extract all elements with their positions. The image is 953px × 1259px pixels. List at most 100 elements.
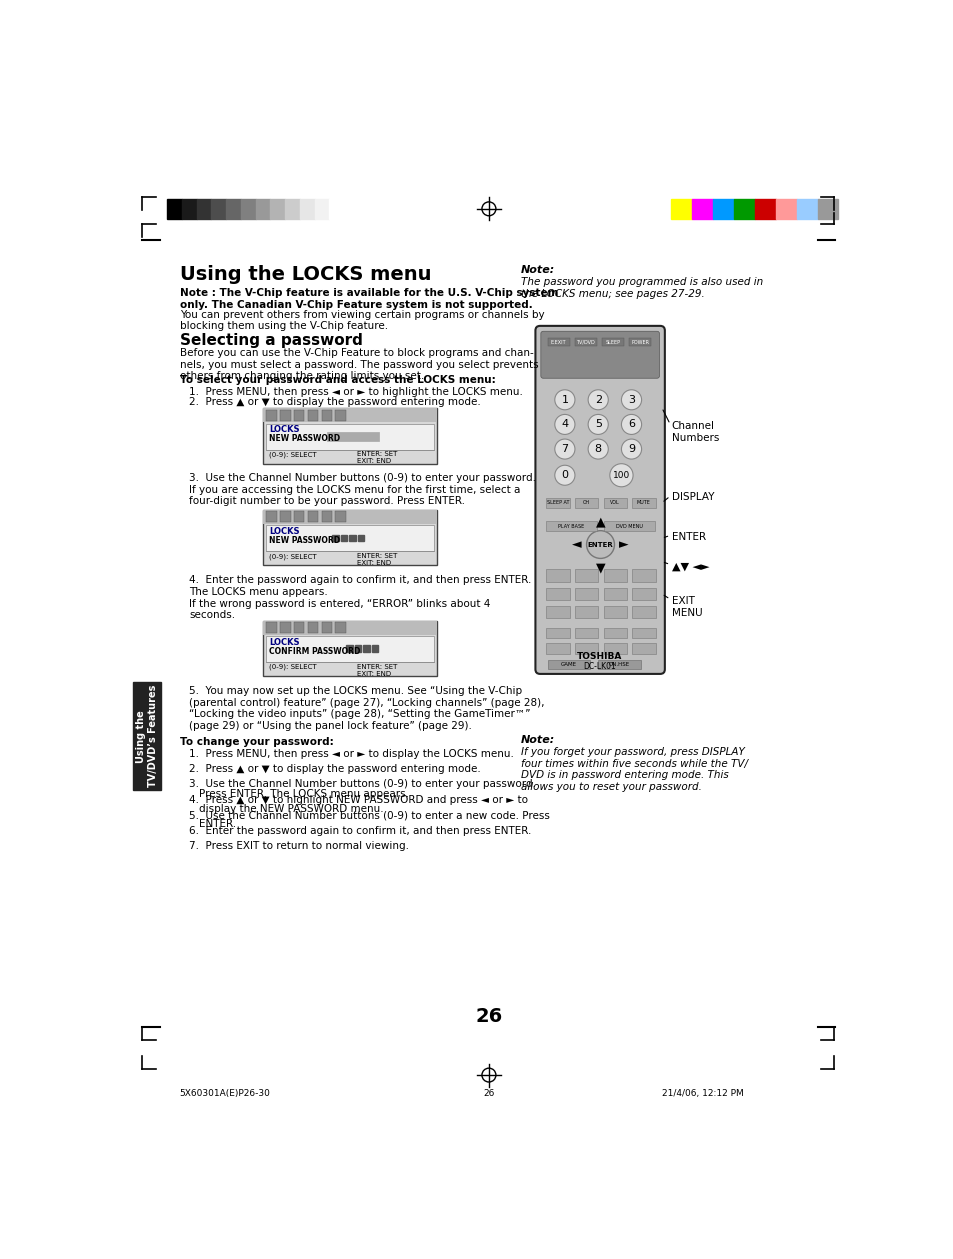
Bar (196, 199, 212, 219)
Text: You can prevent others from viewing certain programs or channels by
blocking the: You can prevent others from viewing cert… (179, 310, 544, 331)
Text: NEW PASSWORD: NEW PASSWORD (269, 434, 339, 443)
Text: Channel
Numbers: Channel Numbers (671, 422, 719, 443)
Text: 4.  Enter the password again to confirm it, and then press ENTER.
The LOCKS menu: 4. Enter the password again to confirm i… (189, 575, 531, 621)
Bar (575, 628, 598, 638)
Bar (546, 643, 569, 653)
Bar (775, 199, 796, 219)
Text: 4: 4 (560, 419, 568, 429)
Bar (603, 499, 626, 507)
Bar (285, 199, 299, 219)
Bar (632, 606, 655, 618)
Text: ENTER: SET
EXIT: END: ENTER: SET EXIT: END (356, 553, 397, 567)
Bar (167, 199, 182, 219)
Text: 2.  Press ▲ or ▼ to display the password entering mode.: 2. Press ▲ or ▼ to display the password … (189, 398, 480, 408)
Bar (349, 535, 355, 540)
Bar (598, 660, 640, 670)
Text: ON.HSE: ON.HSE (608, 662, 629, 667)
Text: ENTER: ENTER (587, 541, 613, 548)
Circle shape (555, 466, 575, 485)
Text: SLEEP: SLEEP (605, 340, 619, 345)
Text: Before you can use the V-Chip Feature to block programs and chan-
nels, you must: Before you can use the V-Chip Feature to… (179, 349, 537, 381)
Text: ENTER: SET
EXIT: END: ENTER: SET EXIT: END (356, 452, 397, 465)
Text: LOCKS: LOCKS (269, 526, 299, 536)
Bar (332, 535, 338, 540)
Circle shape (620, 390, 641, 409)
Bar (629, 339, 650, 346)
Bar (321, 409, 332, 421)
Text: 3.  Use the Channel Number buttons (0-9) to enter your password.
If you are acce: 3. Use the Channel Number buttons (0-9) … (189, 473, 536, 506)
Text: ▲: ▲ (595, 515, 605, 528)
Text: POWER: POWER (630, 340, 648, 345)
Text: 6.  Enter the password again to confirm it, and then press ENTER.: 6. Enter the password again to confirm i… (189, 826, 531, 836)
Circle shape (620, 414, 641, 434)
Bar (266, 409, 276, 421)
Text: Using the
TV/DVD’s Features: Using the TV/DVD’s Features (136, 685, 158, 787)
Text: GAME: GAME (560, 662, 577, 667)
Bar (670, 199, 691, 219)
Bar (262, 621, 436, 635)
Text: ENTER.: ENTER. (199, 820, 236, 830)
Bar (226, 199, 241, 219)
Text: 5: 5 (594, 419, 601, 429)
Text: 5.  Use the Channel Number buttons (0-9) to enter a new code. Press: 5. Use the Channel Number buttons (0-9) … (189, 811, 549, 820)
Text: ►: ► (618, 538, 628, 551)
Bar (546, 606, 569, 618)
Bar (733, 199, 754, 219)
Bar (340, 535, 347, 540)
Bar (335, 511, 346, 522)
Text: Note : The V-Chip feature is available for the U.S. V-Chip system
only. The Cana: Note : The V-Chip feature is available f… (179, 288, 558, 310)
Bar (307, 622, 318, 633)
Text: The password you programmed is also used in
the LOCKS menu; see pages 27-29.: The password you programmed is also used… (520, 277, 762, 298)
FancyBboxPatch shape (535, 326, 664, 674)
Bar (754, 199, 775, 219)
Text: SLEEP AT: SLEEP AT (546, 501, 569, 505)
Bar (262, 408, 436, 463)
Text: TOSHIBA: TOSHIBA (577, 652, 621, 661)
Text: VOL: VOL (610, 501, 619, 505)
Text: 26: 26 (483, 1089, 494, 1098)
FancyBboxPatch shape (540, 331, 659, 378)
Bar (817, 199, 838, 219)
Bar (632, 588, 655, 601)
Circle shape (555, 414, 575, 434)
Text: DISPLAY: DISPLAY (671, 492, 714, 502)
Bar (262, 621, 436, 676)
Text: display the NEW PASSWORD menu.: display the NEW PASSWORD menu. (199, 805, 383, 815)
Bar (299, 199, 314, 219)
Bar (603, 588, 626, 601)
Text: 5.  You may now set up the LOCKS menu. See “Using the V-Chip
(parental control) : 5. You may now set up the LOCKS menu. Se… (189, 686, 544, 731)
Bar (307, 511, 318, 522)
Text: LOCKS: LOCKS (269, 426, 299, 434)
Bar (262, 510, 436, 524)
Circle shape (587, 439, 608, 460)
Bar (575, 588, 598, 601)
Text: 1.  Press MENU, then press ◄ or ► to highlight the LOCKS menu.: 1. Press MENU, then press ◄ or ► to high… (189, 387, 522, 397)
Bar (266, 636, 434, 662)
Text: (0-9): SELECT: (0-9): SELECT (269, 452, 316, 458)
Bar (603, 628, 626, 638)
Text: DVD MENU: DVD MENU (615, 524, 642, 529)
Bar (262, 408, 436, 422)
Bar (575, 606, 598, 618)
Bar (603, 643, 626, 653)
Text: DC-LK01: DC-LK01 (583, 661, 616, 671)
Text: Note:: Note: (520, 735, 555, 745)
Circle shape (620, 439, 641, 460)
Bar (314, 199, 329, 219)
Text: LOCKS: LOCKS (269, 638, 299, 647)
Text: 1.  Press MENU, then press ◄ or ► to display the LOCKS menu.: 1. Press MENU, then press ◄ or ► to disp… (189, 749, 514, 759)
Text: 1: 1 (560, 395, 568, 405)
Bar (329, 199, 344, 219)
Text: To select your password and access the LOCKS menu:: To select your password and access the L… (179, 375, 495, 385)
Text: 5X60301A(E)P26-30: 5X60301A(E)P26-30 (179, 1089, 271, 1098)
Circle shape (609, 463, 633, 487)
Text: Note:: Note: (520, 266, 555, 274)
Bar (546, 628, 569, 638)
Bar (335, 409, 346, 421)
Text: E.EXIT: E.EXIT (550, 340, 566, 345)
Bar (266, 622, 276, 633)
Text: NEW PASSWORD: NEW PASSWORD (269, 536, 339, 545)
Bar (262, 510, 436, 565)
Bar (294, 511, 304, 522)
Bar (133, 682, 161, 791)
